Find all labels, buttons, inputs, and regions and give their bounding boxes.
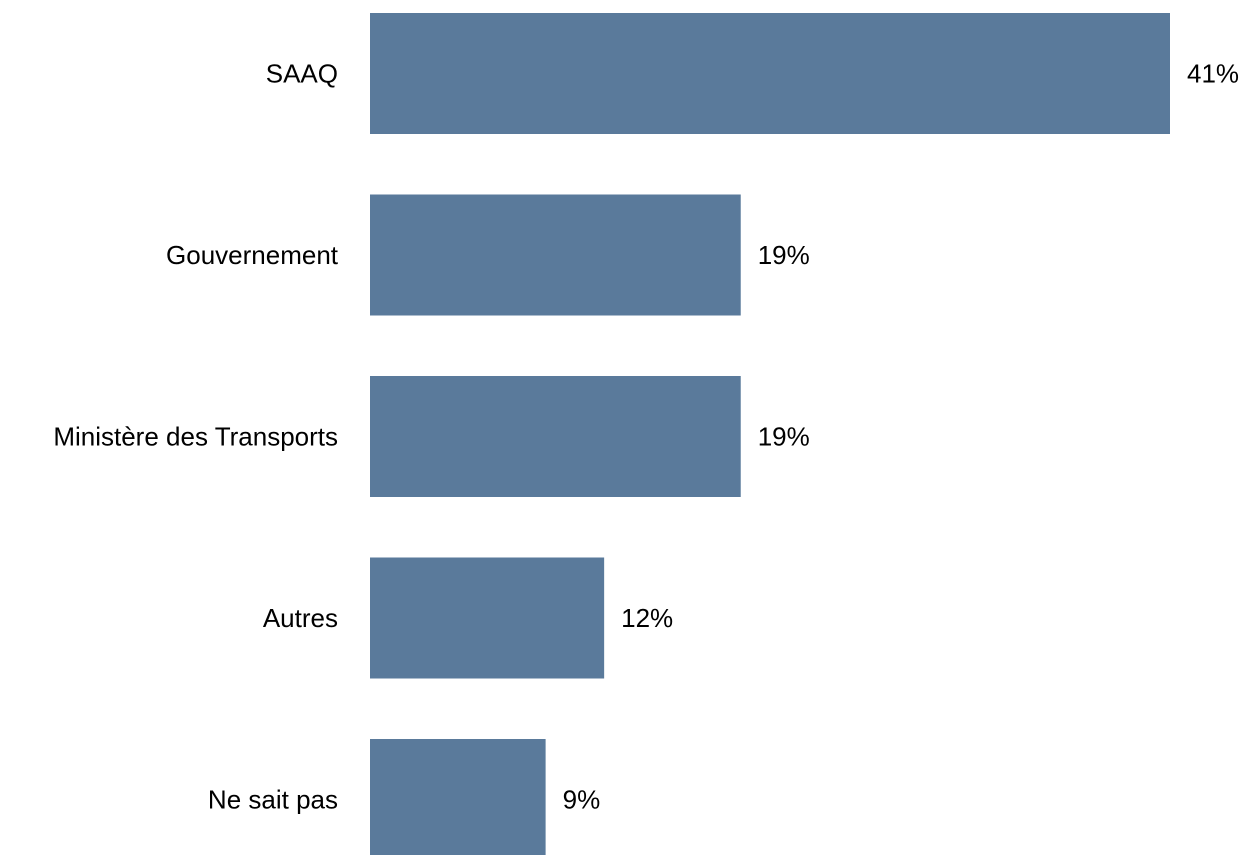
bars <box>370 13 1170 855</box>
value-label: 9% <box>563 785 601 815</box>
category-label: Ne sait pas <box>208 785 338 815</box>
category-label: SAAQ <box>266 59 338 89</box>
bar <box>370 376 741 497</box>
value-labels: 41% 19% 19% 12% 9% <box>563 59 1239 815</box>
value-label: 19% <box>758 422 810 452</box>
category-label: Ministère des Transports <box>53 422 338 452</box>
value-label: 19% <box>758 240 810 270</box>
value-label: 41% <box>1187 59 1239 89</box>
bar <box>370 13 1170 134</box>
value-label: 12% <box>621 603 673 633</box>
category-label: Gouvernement <box>166 240 339 270</box>
category-label: Autres <box>263 603 338 633</box>
bar <box>370 739 546 855</box>
bar <box>370 557 605 679</box>
bar <box>370 194 741 316</box>
category-labels: SAAQ Gouvernement Ministère des Transports… <box>53 59 338 815</box>
